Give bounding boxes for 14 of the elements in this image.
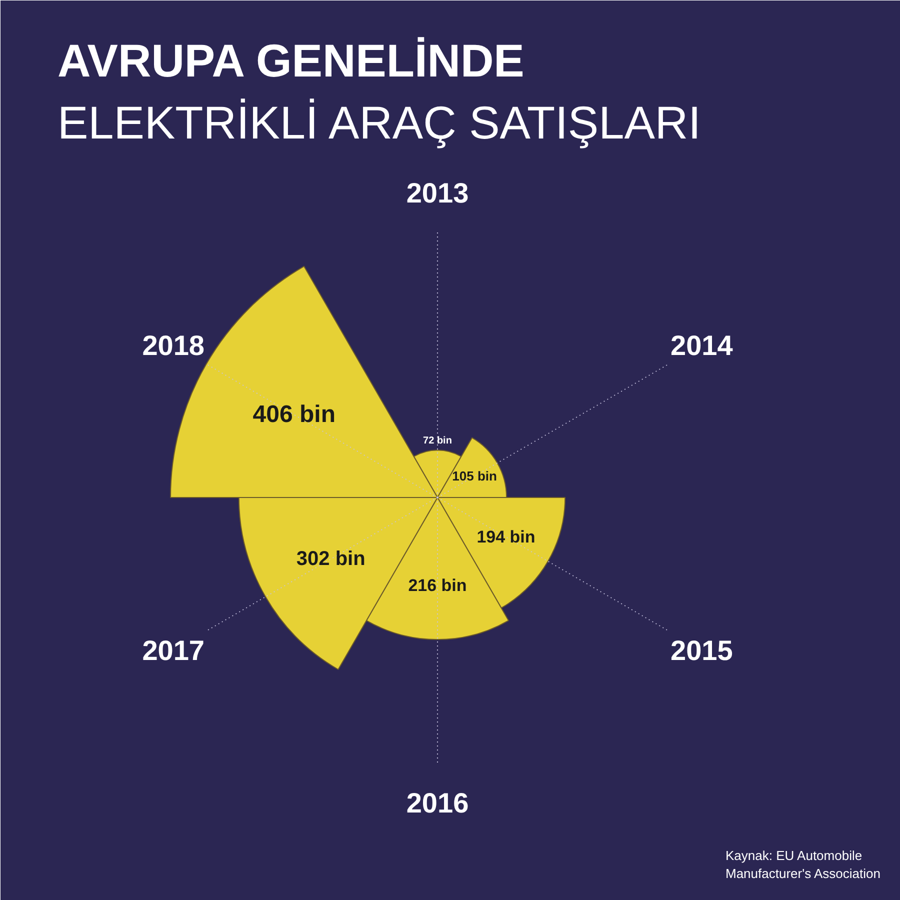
- data-label: 302 bin: [296, 548, 366, 570]
- data-label: 216 bin: [408, 576, 467, 596]
- category-label: 2013: [406, 178, 469, 208]
- data-label: 72 bin: [423, 436, 452, 447]
- text: Kaynak: EU Automobile Manufacturer's Association: [726, 848, 880, 881]
- category-label: 2016: [406, 788, 469, 818]
- text: AVRUPA GENELİNDE ELEKTRİKLİ ARAÇ SATIŞLARI: [58, 34, 701, 148]
- data-label: 105 bin: [452, 468, 498, 484]
- category-label: 2015: [670, 635, 733, 666]
- data-label: 406 bin: [252, 401, 336, 428]
- data-label: 194 bin: [476, 528, 536, 547]
- category-label: 2017: [142, 635, 205, 666]
- category-label: 2018: [142, 330, 205, 361]
- category-label: 2014: [670, 330, 734, 361]
